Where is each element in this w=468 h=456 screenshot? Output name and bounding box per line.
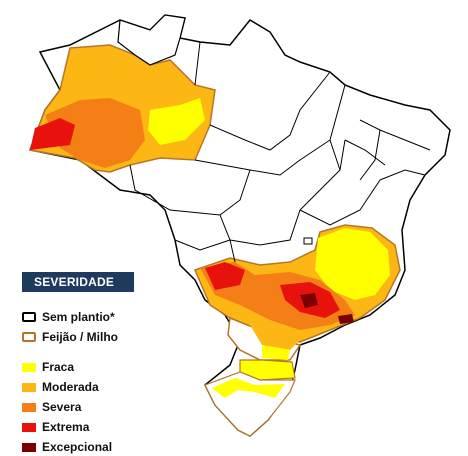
legend-item-severa: Severa xyxy=(22,398,172,416)
legend: SEVERIDADE Sem plantio* Feijão / Milho F… xyxy=(22,272,172,456)
region-rs xyxy=(204,371,296,437)
region-amazonas-fraca xyxy=(148,98,205,145)
excepcional-swatch xyxy=(22,442,36,452)
region-amazonas-extrema xyxy=(30,118,75,150)
region-excepcional-coast xyxy=(338,314,354,324)
fraca-swatch xyxy=(22,362,36,372)
legend-label: Excepcional xyxy=(42,440,113,454)
legend-label: Extrema xyxy=(42,420,90,434)
legend-label: Severa xyxy=(42,400,82,414)
severa-swatch xyxy=(22,402,36,412)
brown-outline-swatch xyxy=(22,332,36,342)
region-minas-fraca xyxy=(315,228,390,300)
legend-item-fraca: Fraca xyxy=(22,358,172,376)
legend-item-extrema: Extrema xyxy=(22,418,172,436)
region-extrema-west xyxy=(205,262,245,290)
federal-district xyxy=(303,237,313,245)
moderada-swatch xyxy=(22,382,36,392)
region-parana-moderada xyxy=(250,325,300,350)
region-amazonas-severa xyxy=(45,98,145,168)
state-borders xyxy=(129,41,431,263)
legend-label: Feijão / Milho xyxy=(42,330,119,344)
legend-label: Moderada xyxy=(42,380,99,394)
region-parana-fraca xyxy=(262,345,290,360)
legend-label: Fraca xyxy=(42,360,75,374)
region-roraima xyxy=(117,14,186,66)
legend-item-sem-plantio: Sem plantio* xyxy=(22,308,172,326)
region-excepcional xyxy=(300,293,318,308)
region-rs-fraca xyxy=(212,378,285,398)
extrema-swatch xyxy=(22,422,36,432)
legend-label: Sem plantio* xyxy=(42,310,115,324)
legend-item-feijao-milho: Feijão / Milho xyxy=(22,328,172,346)
black-outline-swatch xyxy=(22,312,36,322)
legend-item-excepcional: Excepcional xyxy=(22,438,172,456)
legend-title: SEVERIDADE xyxy=(22,272,134,292)
legend-item-moderada: Moderada xyxy=(22,378,172,396)
